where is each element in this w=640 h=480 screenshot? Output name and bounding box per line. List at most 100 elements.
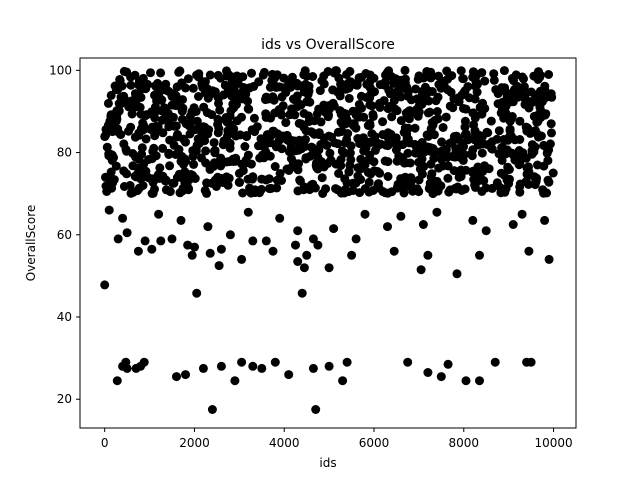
scatter-point (131, 101, 141, 111)
scatter-point (294, 159, 303, 169)
scatter-point (139, 120, 149, 130)
scatter-point (153, 78, 163, 88)
scatter-point (345, 148, 355, 158)
scatter-point (423, 108, 433, 118)
scatter-point (281, 118, 291, 128)
scatter-point (257, 363, 267, 373)
scatter-point (183, 240, 193, 250)
scatter-point (407, 176, 417, 186)
x-tick-label: 6000 (359, 436, 390, 450)
scatter-point (319, 79, 329, 89)
scatter-point (102, 142, 112, 152)
data-points (100, 65, 558, 414)
scatter-point (104, 205, 114, 215)
scatter-point (128, 187, 138, 197)
scatter-point (103, 98, 113, 108)
scatter-point (274, 105, 284, 115)
scatter-point (365, 70, 375, 80)
y-tick-label: 60 (57, 228, 72, 242)
scatter-point (486, 116, 496, 126)
scatter-point (524, 179, 533, 189)
scatter-point (252, 122, 262, 132)
scatter-point (299, 109, 309, 118)
scatter-point (336, 109, 346, 119)
scatter-point (365, 77, 375, 87)
scatter-point (443, 359, 453, 369)
scatter-point (342, 357, 352, 367)
scatter-point (286, 154, 296, 164)
scatter-point (323, 112, 333, 122)
scatter-point (452, 145, 462, 155)
scatter-point (504, 165, 514, 174)
scatter-point (216, 244, 226, 254)
scatter-point (375, 98, 385, 108)
scatter-point (139, 357, 149, 367)
scatter-point (494, 126, 504, 136)
scatter-point (183, 185, 193, 195)
scatter-point (248, 172, 258, 182)
scatter-point (540, 215, 550, 225)
scatter-point (331, 184, 341, 194)
scatter-point (214, 261, 224, 271)
scatter-point (164, 148, 174, 158)
scatter-point (284, 370, 294, 380)
scatter-point (254, 141, 263, 151)
scatter-point (461, 165, 471, 175)
scatter-point (249, 81, 259, 91)
scatter-point (142, 110, 152, 120)
chart-title: ids vs OverallScore (261, 37, 395, 53)
scatter-point (178, 103, 188, 113)
scatter-point (378, 117, 388, 127)
scatter-point (308, 72, 318, 81)
scatter-point (383, 157, 393, 167)
scatter-point (156, 236, 166, 246)
scatter-point (449, 132, 459, 141)
scatter-point (291, 240, 300, 250)
scatter-point (515, 179, 525, 189)
scatter-point (437, 146, 447, 156)
scatter-point (438, 77, 448, 86)
scatter-point (419, 162, 429, 172)
scatter-point (191, 106, 201, 116)
scatter-point (459, 150, 469, 160)
scatter-point (544, 70, 554, 79)
scatter-point (369, 157, 379, 167)
scatter-point (258, 70, 268, 80)
scatter-point (119, 166, 129, 176)
scatter-point (243, 96, 253, 106)
scatter-point (383, 222, 392, 232)
scatter-point (539, 188, 549, 198)
scatter-point (383, 172, 393, 181)
scatter-point (401, 158, 411, 168)
scatter-point (380, 80, 390, 90)
scatter-point (122, 67, 132, 77)
scatter-point (489, 75, 499, 85)
scatter-point (292, 91, 302, 101)
scatter-point (469, 108, 479, 118)
y-axis-ticks: 20 40 60 80 100 (49, 63, 80, 406)
scatter-point (442, 66, 452, 76)
scatter-point (117, 81, 127, 91)
scatter-point (148, 147, 158, 156)
scatter-point (277, 176, 286, 185)
scatter-point (122, 363, 132, 373)
scatter-point (328, 98, 338, 108)
scatter-point (432, 107, 442, 116)
scatter-point (250, 185, 260, 195)
scatter-point (317, 173, 327, 183)
scatter-point (197, 79, 207, 89)
scatter-point (197, 153, 206, 163)
scatter-point (161, 185, 171, 195)
scatter-point (471, 81, 480, 91)
scatter-point (306, 180, 316, 190)
scatter-point (459, 104, 468, 113)
scatter-point (311, 161, 321, 171)
scatter-point (389, 246, 399, 256)
scatter-point (361, 156, 371, 166)
scatter-point (156, 68, 166, 78)
scatter-point (450, 183, 460, 193)
scatter-point (165, 161, 175, 171)
scatter-point (234, 177, 244, 187)
scatter-point (427, 169, 437, 179)
scatter-point (423, 368, 433, 377)
